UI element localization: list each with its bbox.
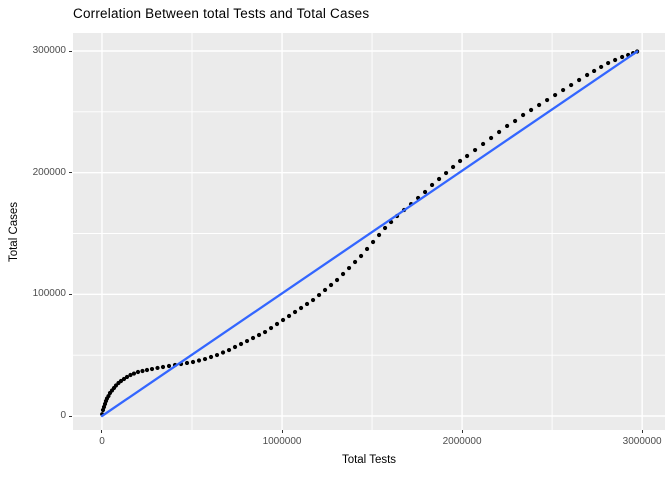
data-point [128, 372, 133, 378]
data-point [429, 182, 435, 188]
data-point [352, 259, 358, 265]
data-point [464, 153, 470, 159]
data-point [561, 87, 566, 93]
data-point [376, 232, 382, 238]
data-point [190, 359, 196, 365]
data-point [497, 129, 502, 135]
data-point [121, 376, 127, 382]
data-point [256, 332, 262, 338]
data-point [422, 189, 428, 195]
data-point [292, 309, 298, 315]
data-point [364, 246, 370, 252]
data-point [155, 365, 160, 371]
data-point [358, 253, 364, 259]
data-point [443, 170, 449, 176]
y-axis-title: Total Cases [8, 201, 20, 263]
data-point [286, 313, 292, 319]
x-axis-title: Total Tests [341, 454, 397, 466]
data-point [149, 366, 155, 372]
y-tick-mark [69, 172, 72, 174]
y-tick-label: 0 [60, 410, 66, 421]
data-point [140, 368, 145, 374]
data-point [298, 305, 304, 311]
data-point [488, 135, 494, 141]
data-point [310, 297, 316, 303]
data-point [184, 360, 190, 366]
y-tick-mark [69, 50, 72, 52]
data-point [613, 57, 618, 63]
data-point [262, 329, 268, 335]
data-point [304, 301, 310, 307]
regression-line [100, 50, 639, 418]
data-point [480, 141, 486, 147]
x-tick-label: 0 [99, 436, 105, 447]
y-tick-label: 200000 [32, 166, 66, 178]
data-point [160, 364, 166, 370]
data-point [196, 358, 202, 363]
data-point [334, 277, 340, 283]
data-point [606, 60, 611, 66]
data-point [280, 317, 286, 323]
data-point [250, 335, 256, 341]
data-point [144, 367, 150, 373]
y-tick-mark [69, 293, 72, 295]
data-point [569, 82, 574, 88]
data-point [340, 271, 346, 277]
data-point [214, 352, 220, 358]
data-point [457, 158, 463, 164]
data-point [620, 54, 625, 60]
data-point [208, 354, 214, 360]
data-point [124, 374, 130, 380]
data-point [268, 325, 274, 331]
data-point [316, 292, 322, 298]
data-point [232, 344, 238, 350]
data-point [346, 265, 352, 271]
data-point [553, 92, 558, 98]
data-point [504, 123, 510, 129]
x-tick-mark [281, 430, 283, 433]
x-tick-mark [641, 430, 643, 433]
data-point [238, 341, 244, 347]
data-point [135, 369, 141, 375]
chart-title: Correlation Between total Tests and Tota… [73, 6, 370, 21]
data-point [592, 68, 597, 74]
data-point [131, 371, 137, 376]
y-tick-label: 100000 [32, 288, 66, 300]
x-tick-label: 2000000 [442, 436, 482, 447]
data-point [322, 287, 328, 293]
x-tick-label: 1000000 [262, 436, 302, 447]
data-point [436, 176, 442, 182]
data-point [450, 164, 456, 170]
data-point [328, 282, 334, 288]
data-point [528, 107, 534, 113]
data-point [220, 350, 226, 355]
data-point [274, 321, 280, 327]
plot-canvas [73, 33, 665, 430]
x-tick-mark [101, 430, 103, 433]
y-tick-mark [69, 415, 72, 417]
data-point [226, 347, 232, 353]
data-point [202, 356, 208, 362]
data-point [244, 338, 250, 344]
data-point [545, 97, 550, 103]
data-point [585, 72, 590, 78]
x-tick-label: 3000000 [622, 436, 662, 447]
x-tick-mark [461, 430, 463, 433]
data-point [512, 118, 518, 124]
data-point [599, 64, 604, 70]
data-point [382, 225, 388, 231]
data-point [370, 239, 376, 245]
data-point [166, 363, 172, 369]
data-point [537, 102, 542, 108]
data-point [577, 77, 582, 83]
data-point [118, 378, 124, 384]
plot-panel [73, 33, 665, 430]
data-point [521, 112, 526, 118]
y-tick-label: 300000 [32, 45, 66, 56]
data-point [472, 147, 478, 153]
